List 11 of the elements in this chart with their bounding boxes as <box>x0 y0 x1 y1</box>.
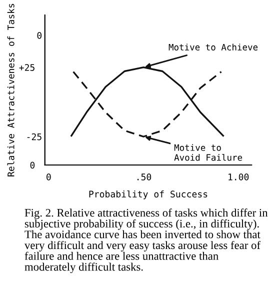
y2-tick-label: -25 <box>27 133 42 140</box>
x-axis-title: Probability of Success <box>89 190 208 200</box>
y-tick-label: +25 <box>19 64 34 71</box>
y-axis-title: Relative Attractiveness of Tasks <box>7 4 14 176</box>
y2-tick-label: 0 <box>37 32 42 39</box>
x-tick-label: 1.00 <box>228 174 249 180</box>
text: Motive to Achieve <box>168 44 258 50</box>
text: Motive to Avoid Failure <box>174 144 242 161</box>
x-tick-label: 0 <box>46 174 51 180</box>
x-tick-label: .50 <box>138 174 152 180</box>
caption: Fig. 2. Relative attractiveness of tasks which differ in subjective probability of success (i.e., in difficulty). The avoidance curve has been inverted to show that very difficult and very easy tasks arouse less fear of failure and hence are less unattractive than moderately difficult tasks. <box>24 208 268 274</box>
